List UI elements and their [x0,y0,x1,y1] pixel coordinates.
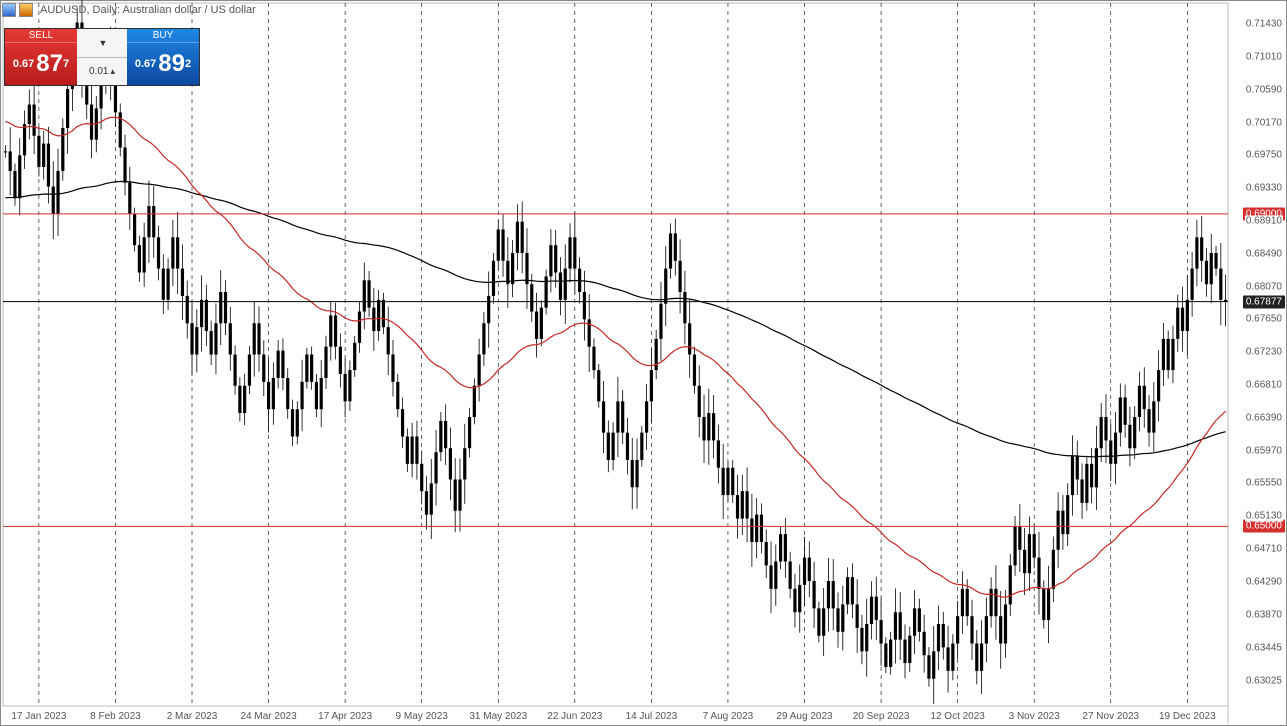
x-axis-label: 22 Jun 2023 [547,711,602,722]
chart-header: AUDUSD, Daily: Australian dollar / US do… [2,2,256,18]
y-axis-label: 0.65970 [1245,445,1283,456]
price-tag: 0.67877 [1243,295,1285,308]
y-axis-label: 0.66810 [1245,379,1283,390]
symbol-title: AUDUSD, Daily: Australian dollar / US do… [40,4,256,16]
y-axis-label: 0.63445 [1245,642,1283,653]
x-axis-label: 19 Dec 2023 [1159,711,1216,722]
y-axis-label: 0.67650 [1245,314,1283,325]
window-icon [2,3,16,17]
x-axis-label: 2 Mar 2023 [167,711,218,722]
y-axis-label: 0.65550 [1245,478,1283,489]
sell-price: 0.67 87 7 [5,43,77,85]
lot-controls: ▼ 0.01▴ [77,29,127,85]
x-axis-label: 31 May 2023 [469,711,527,722]
y-axis-label: 0.63025 [1245,675,1283,686]
y-axis-label: 0.66390 [1245,412,1283,423]
lot-dropdown[interactable]: ▼ [77,29,127,58]
trade-icon [19,3,33,17]
y-axis-label: 0.69750 [1245,150,1283,161]
y-axis-label: 0.71430 [1245,19,1283,30]
y-axis-label: 0.68910 [1245,215,1283,226]
y-axis-label: 0.68490 [1245,248,1283,259]
x-axis-label: 27 Nov 2023 [1082,711,1139,722]
buy-button[interactable]: BUY 0.67 89 2 [127,29,199,85]
x-axis-label: 17 Jan 2023 [11,711,66,722]
y-axis-label: 0.65130 [1245,511,1283,522]
one-click-trade-panel: SELL 0.67 87 7 ▼ 0.01▴ BUY 0.67 89 2 [4,28,200,86]
x-axis-label: 29 Aug 2023 [776,711,832,722]
x-axis-label: 20 Sep 2023 [853,711,910,722]
y-axis-label: 0.68070 [1245,281,1283,292]
sell-label: SELL [5,29,77,43]
y-axis-label: 0.70590 [1245,84,1283,95]
buy-label: BUY [127,29,199,43]
price-chart[interactable] [0,0,1287,726]
y-axis-label: 0.70170 [1245,117,1283,128]
y-axis-label: 0.63870 [1245,609,1283,620]
y-axis-label: 0.67230 [1245,347,1283,358]
buy-price: 0.67 89 2 [127,43,199,85]
stepper-icon: ▴ [110,66,115,77]
chevron-down-icon: ▼ [99,38,108,48]
lot-input[interactable]: 0.01▴ [77,58,127,86]
y-axis-label: 0.64710 [1245,543,1283,554]
x-axis-label: 24 Mar 2023 [240,711,296,722]
x-axis-label: 14 Jul 2023 [626,711,678,722]
x-axis-label: 9 May 2023 [396,711,448,722]
y-axis-label: 0.71010 [1245,51,1283,62]
sell-button[interactable]: SELL 0.67 87 7 [5,29,77,85]
y-axis-label: 0.64290 [1245,576,1283,587]
y-axis-label: 0.69330 [1245,183,1283,194]
x-axis-label: 8 Feb 2023 [90,711,141,722]
x-axis-label: 12 Oct 2023 [930,711,984,722]
chart-container: 0.690000.650000.678770.630250.634450.638… [0,0,1287,726]
x-axis-label: 3 Nov 2023 [1009,711,1060,722]
price-tag: 0.65000 [1243,520,1285,533]
x-axis-label: 7 Aug 2023 [703,711,754,722]
x-axis-label: 17 Apr 2023 [318,711,372,722]
